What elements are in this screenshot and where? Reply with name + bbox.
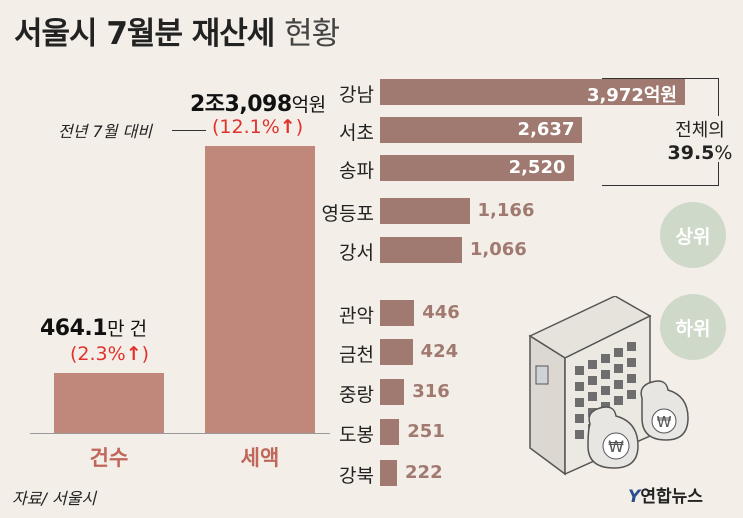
tax-unit: 억원 — [291, 94, 326, 116]
badge-top: 상위 — [660, 202, 726, 268]
up-arrow-icon: ↑ — [125, 343, 142, 365]
district-label: 중랑 — [339, 384, 374, 406]
district-bar — [380, 419, 400, 445]
district-value-label: 251 — [407, 421, 445, 442]
logo-mark: Y — [628, 487, 641, 507]
district-label: 강남 — [339, 84, 374, 106]
x-axis-line — [30, 433, 330, 434]
bar-count — [54, 373, 164, 433]
title-main: 서울시 7월분 재산세 — [14, 16, 275, 52]
district-value-label: 2,520 — [508, 157, 566, 178]
district-label: 강서 — [339, 242, 374, 264]
money-bag-icon: ₩ — [640, 380, 689, 441]
district-bar — [380, 379, 405, 405]
badge-bottom: 하위 — [660, 294, 726, 360]
category-label-count: 건수 — [89, 446, 129, 470]
district-bar — [380, 300, 415, 326]
change-label-tax: (12.1%↑) — [212, 116, 304, 138]
district-value-label: 446 — [422, 302, 460, 323]
count-unit: 만 건 — [107, 318, 147, 340]
district-label: 도봉 — [339, 424, 374, 446]
district-value-label: 3,972억원 — [586, 85, 677, 106]
note-leader-line — [172, 130, 206, 131]
count-value: 464.1 — [40, 316, 108, 341]
category-label-tax: 세액 — [240, 446, 280, 470]
district-bar — [380, 155, 574, 181]
district-value-label: 424 — [420, 341, 459, 362]
yoy-note: 전년 7월 대비 — [58, 122, 152, 141]
district-bar — [380, 460, 398, 486]
svg-text:₩: ₩ — [608, 437, 624, 456]
district-bar — [380, 339, 413, 365]
source-note: 자료/ 서울시 — [12, 489, 97, 508]
district-bar — [380, 237, 462, 263]
yonhap-logo: Y연합뉴스 — [628, 482, 703, 507]
up-arrow-icon: ↑ — [279, 116, 296, 138]
district-value-label: 2,637 — [517, 119, 575, 140]
svg-text:₩: ₩ — [657, 413, 672, 431]
logo-text: 연합뉴스 — [640, 487, 703, 507]
bar-tax — [205, 146, 315, 433]
value-label-tax: 2조3,098억원 — [190, 86, 326, 118]
district-value-label: 1,066 — [469, 239, 527, 260]
value-label-count: 464.1만 건 — [40, 314, 147, 341]
top3-summary: 전체의 39.5% — [664, 116, 736, 164]
district-label: 송파 — [339, 160, 374, 182]
district-bar — [380, 198, 470, 224]
district-bar — [380, 117, 583, 143]
district-value-label: 222 — [405, 462, 443, 483]
tax-value: 2조3,098 — [190, 92, 292, 117]
district-label: 서초 — [339, 122, 374, 144]
district-value-label: 316 — [412, 381, 450, 402]
money-bag-icon: ₩ — [587, 406, 639, 469]
district-label: 강북 — [339, 465, 374, 487]
district-label: 관악 — [339, 305, 374, 327]
district-bar — [380, 79, 685, 105]
change-label-count: (2.3%↑) — [70, 343, 150, 365]
district-label: 금천 — [339, 344, 374, 366]
district-value-label: 1,166 — [477, 200, 535, 221]
page-title: 서울시 7월분 재산세 현황 — [14, 8, 340, 53]
title-sub: 현황 — [284, 16, 340, 52]
summary-percent: 39.5% — [667, 142, 733, 164]
building-money-illustration: ₩ ₩ — [528, 296, 689, 476]
summary-line1: 전체의 — [675, 120, 725, 141]
district-label: 영등포 — [321, 203, 374, 225]
